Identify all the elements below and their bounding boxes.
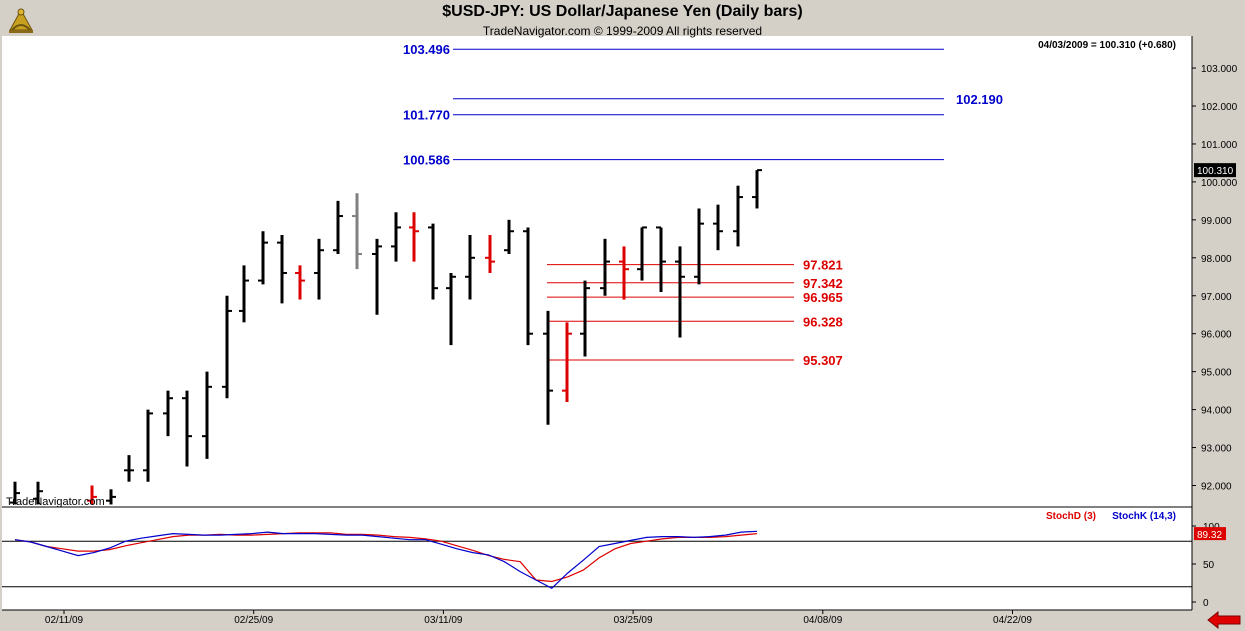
resistance-label: 103.496 [403,42,450,57]
y-tick-label: 103.000 [1201,64,1238,75]
ohlc-bar [637,226,647,281]
support-label: 95.307 [803,353,843,368]
y-tick-label: 100.000 [1201,178,1238,189]
resistance-label: 101.770 [403,108,450,123]
ohlc-bar [713,204,723,251]
stoch-k-line [14,530,758,590]
ohlc-bar [352,193,362,270]
chart-title: $USD-JPY: US Dollar/Japanese Yen (Daily … [442,3,803,20]
stoch-tick-label: 0 [1203,598,1209,609]
watermark: TradeNavigator.com [6,496,105,508]
stochastic-lines [14,530,758,590]
last-price-label: 100.310 [1197,166,1234,177]
ohlc-bar [33,481,43,505]
ohlc-bar [504,219,514,255]
ohlc-bar [202,371,212,459]
x-tick-label: 03/25/09 [614,615,653,626]
x-tick-label: 04/22/09 [993,615,1032,626]
ohlc-bar [258,231,268,285]
ohlc-bar [485,235,495,273]
ohlc-bar [428,223,438,300]
ohlc-bar [277,235,287,304]
x-tick-label: 04/08/09 [803,615,842,626]
y-tick-label: 92.000 [1201,482,1232,493]
ohlc-bar [143,409,153,482]
ohlc-bar [675,246,685,338]
ohlc-bar [124,455,134,482]
ohlc-bar [409,212,419,262]
ohlc-bar [523,227,533,346]
resistance-label: 100.586 [403,153,450,168]
y-tick-label: 97.000 [1201,292,1232,303]
ohlc-bar [391,212,401,262]
ohlc-bar [580,280,590,357]
ohlc-bar [619,246,629,300]
ohlc-bar [182,390,192,467]
ohlc-bar [372,238,382,315]
x-tick-label: 02/11/09 [45,615,84,626]
ohlc-bar [656,226,666,292]
resistance-label: 102.190 [956,92,1003,107]
legend-stoch-d: StochD (3) [1046,511,1096,522]
legend-stoch-k: StochK (14,3) [1112,511,1176,522]
y-tick-label: 96.000 [1201,330,1232,341]
last-price-box [1194,163,1236,178]
y-tick-label: 95.000 [1201,368,1232,379]
support-label: 97.342 [803,276,843,291]
ohlc-bar [600,238,610,296]
support-label: 96.965 [803,290,843,305]
ohlc-bar [222,295,232,399]
red-left-arrow-icon[interactable] [1207,611,1241,629]
y-tick-label: 102.000 [1201,102,1238,113]
x-tick-label: 03/11/09 [424,615,463,626]
price-panel [2,36,1192,507]
ohlc-bars [10,169,762,505]
ohlc-bar [333,200,343,255]
y-tick-label: 93.000 [1201,444,1232,455]
stoch-d-line [14,532,758,583]
ohlc-bar [295,265,305,300]
support-label: 96.328 [803,314,843,329]
price-levels: 103.496 102.190 101.770 100.586 97.821 97.342… [403,42,1003,368]
stochastic-panel [2,507,1192,610]
ohlc-bar [543,310,553,425]
support-label: 97.821 [803,258,843,273]
stoch-tick-label: 50 [1203,560,1215,571]
y-tick-label: 101.000 [1201,140,1238,151]
ohlc-bar [239,265,249,323]
copyright-text: TradeNavigator.com © 1999-2009 All right… [482,24,763,38]
ohlc-bar [694,208,704,285]
stochastic-y-axis: 05010089.32 [2,522,1226,609]
y-tick-label: 98.000 [1201,254,1232,265]
stoch-last-label: 89.32 [1197,530,1222,541]
ohlc-bar [446,272,456,346]
ohlc-bar [314,238,324,300]
quote-label: 04/03/2009 = 100.310 (+0.680) [1038,40,1176,51]
ohlc-bar [752,169,762,209]
ohlc-bar [163,390,173,437]
y-tick-label: 94.000 [1201,406,1232,417]
ohlc-bar [465,235,475,300]
price-y-axis: 92.000 93.000 94.000 95.000 96.000 97.000 98.0… [1192,64,1238,493]
ohlc-bar [87,485,97,505]
sextant-logo-icon[interactable] [6,6,36,36]
x-tick-label: 02/25/09 [234,615,273,626]
y-tick-label: 99.000 [1201,216,1232,227]
ohlc-bar [106,489,116,505]
ohlc-bar [733,185,743,247]
stoch-last-box [1194,527,1226,541]
ohlc-bar [10,481,20,505]
ohlc-bar [562,322,572,403]
date-axis: 02/11/09 02/25/09 03/11/09 03/25/09 04/08/09… [45,610,1032,626]
